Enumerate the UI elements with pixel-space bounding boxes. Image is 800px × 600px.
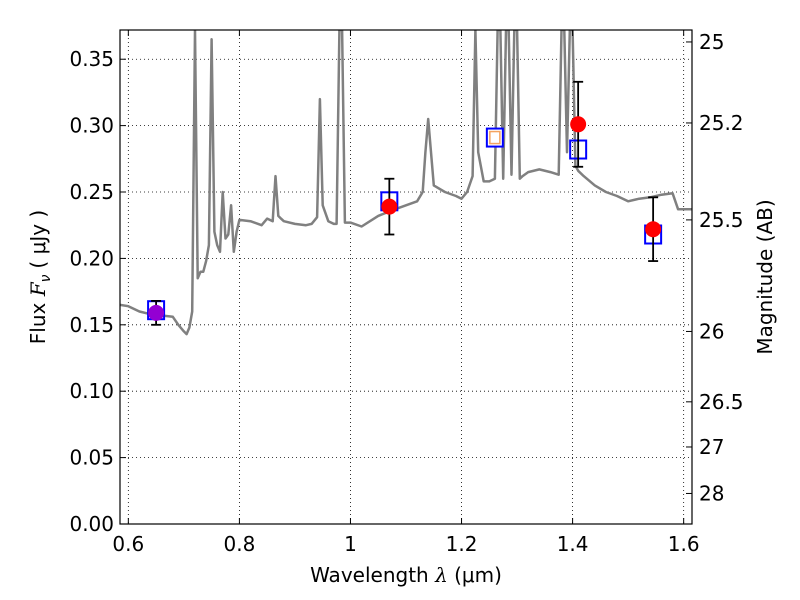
observed-flux-point (148, 304, 165, 321)
y-tick-label: 0.15 (69, 313, 114, 337)
x-tick-label: 1 (344, 532, 357, 556)
observed-flux-point (570, 116, 587, 133)
model-spectrum (120, 30, 692, 336)
plot-frame (119, 29, 693, 525)
right-tick-label: 26.5 (699, 390, 744, 414)
right-tick-label: 28 (699, 481, 724, 505)
x-axis-title: Wavelength λ (μm) (310, 563, 502, 587)
y-axis-title-prefix: Flux (26, 296, 50, 344)
y-tick-label: 0.35 (69, 47, 114, 71)
synthetic-photometry-box (485, 127, 504, 148)
right-tick-label: 25 (699, 30, 724, 54)
axis-ticks: 0.6 0.8 1 1.2 1.4 1.6 0.00 0.05 0.10 0.15 0.20 0.25… (69, 30, 743, 556)
y-tick-label: 0.00 (69, 512, 114, 536)
x-axis-title-prefix: Wavelength (310, 563, 435, 587)
x-axis-title-unit: (μm) (448, 563, 502, 587)
x-tick-label: 1.4 (557, 532, 589, 556)
y-axis-title-unit: ( μJy ) (26, 210, 50, 269)
y-tick-label: 0.05 (69, 446, 114, 470)
model-spectrum-line (120, 30, 692, 336)
right-tick-label: 26 (699, 319, 724, 343)
x-tick-label: 0.6 (112, 532, 144, 556)
x-tick-label: 0.8 (223, 532, 255, 556)
x-tick-label: 1.6 (668, 532, 700, 556)
y-axis-title-subscript: ν (38, 274, 54, 282)
y-tick-label: 0.25 (69, 180, 114, 204)
photometry-markers (147, 80, 663, 326)
observed-flux-point (645, 221, 662, 238)
synthetic-photometry-inner (489, 130, 501, 145)
x-tick-label: 1.2 (446, 532, 478, 556)
right-tick-label: 27 (699, 435, 724, 459)
y-tick-label: 0.20 (69, 246, 114, 270)
x-axis-title-symbol: λ (434, 563, 448, 587)
observed-flux-point (381, 198, 398, 215)
y-tick-label: 0.10 (69, 379, 114, 403)
y-tick-label: 0.30 (69, 114, 114, 138)
y-axis-title: Flux Fν ( μJy ) (26, 210, 54, 344)
right-tick-label: 25.5 (699, 208, 744, 232)
right-tick-label: 25.2 (699, 111, 744, 135)
right-axis-title: Magnitude (AB) (753, 199, 777, 354)
y-axis-title-symbol: F (26, 281, 50, 297)
